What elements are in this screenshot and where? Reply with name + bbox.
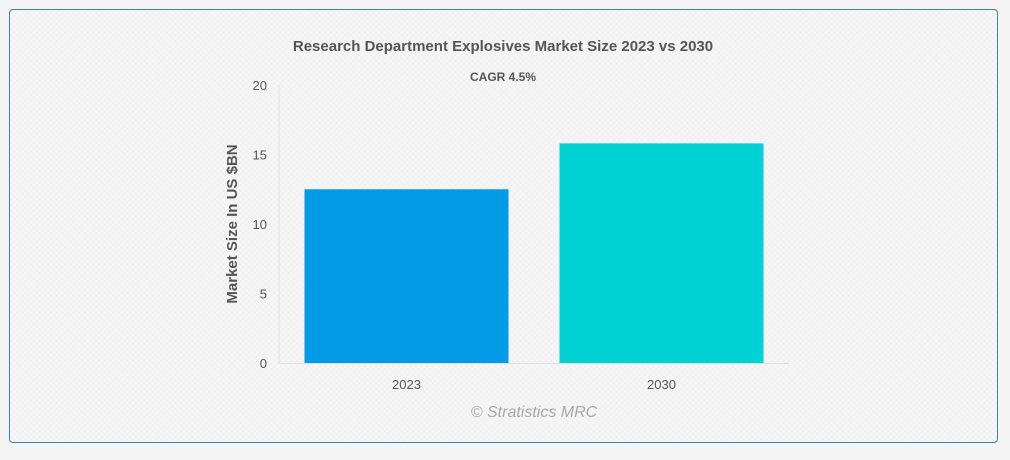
bars bbox=[304, 143, 764, 363]
y-tick-label: 5 bbox=[260, 287, 267, 302]
x-tick-labels: 2023 2030 bbox=[392, 377, 676, 392]
y-tick-label: 15 bbox=[253, 148, 267, 163]
bar-2030[interactable] bbox=[559, 143, 764, 363]
x-tick-label: 2030 bbox=[647, 377, 676, 392]
x-tick-label: 2023 bbox=[392, 377, 421, 392]
bar-2023[interactable] bbox=[304, 189, 509, 363]
chart-title: Research Department Explosives Market Si… bbox=[293, 38, 713, 55]
y-tick-label: 20 bbox=[253, 78, 267, 93]
y-axis-label: Market Size In US $BN bbox=[224, 144, 241, 303]
y-tick-label: 10 bbox=[253, 217, 267, 232]
y-tick-label: 0 bbox=[260, 356, 267, 371]
chart-subtitle: CAGR 4.5% bbox=[470, 70, 536, 84]
credit-watermark: © Stratistics MRC bbox=[471, 404, 598, 421]
y-tick-labels: 0 5 10 15 20 bbox=[253, 78, 267, 371]
